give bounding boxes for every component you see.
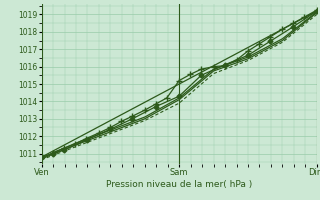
X-axis label: Pression niveau de la mer( hPa ): Pression niveau de la mer( hPa ) xyxy=(106,180,252,189)
